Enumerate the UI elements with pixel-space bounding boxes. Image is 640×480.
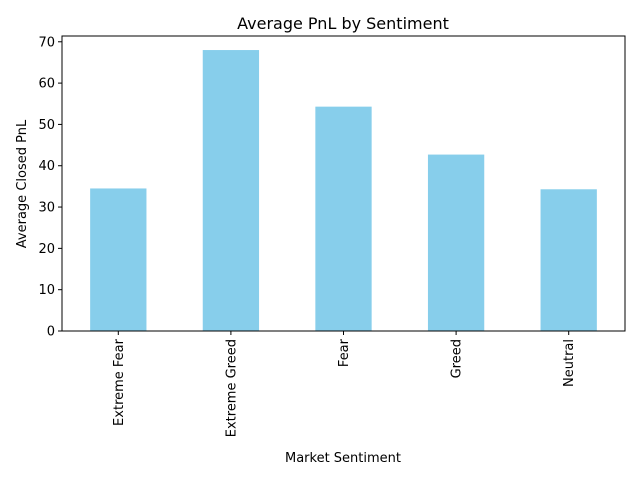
bars-layer <box>90 50 597 332</box>
y-tick-label: 40 <box>38 159 55 174</box>
x-axis-ticks: Extreme Fear Extreme Greed Fear Greed Neutra… <box>112 331 577 437</box>
y-tick-label: 50 <box>38 118 55 133</box>
bar-greed <box>427 154 485 331</box>
x-axis-label: Market Sentiment <box>285 451 401 466</box>
x-tick-label: Fear <box>337 338 352 367</box>
x-tick-label: Greed <box>450 339 465 378</box>
chart-title: Average PnL by Sentiment <box>237 14 449 33</box>
y-tick-label: 30 <box>38 201 55 216</box>
y-axis-label: Average Closed PnL <box>15 119 30 248</box>
y-tick-label: 70 <box>38 35 55 50</box>
bar-neutral <box>540 189 597 331</box>
x-tick-label: Neutral <box>562 339 577 387</box>
x-tick-label: Extreme Fear <box>112 338 127 426</box>
y-tick-label: 0 <box>47 325 55 340</box>
y-tick-label: 60 <box>38 77 55 92</box>
y-tick-label: 10 <box>38 283 55 298</box>
x-tick-label: Extreme Greed <box>224 339 239 437</box>
y-axis-ticks: 0 10 20 30 40 50 60 70 <box>38 35 62 340</box>
y-tick-label: 20 <box>38 242 55 257</box>
bar-extreme-fear <box>90 188 147 331</box>
bar-fear <box>315 106 372 332</box>
bar-extreme-greed <box>202 50 260 332</box>
